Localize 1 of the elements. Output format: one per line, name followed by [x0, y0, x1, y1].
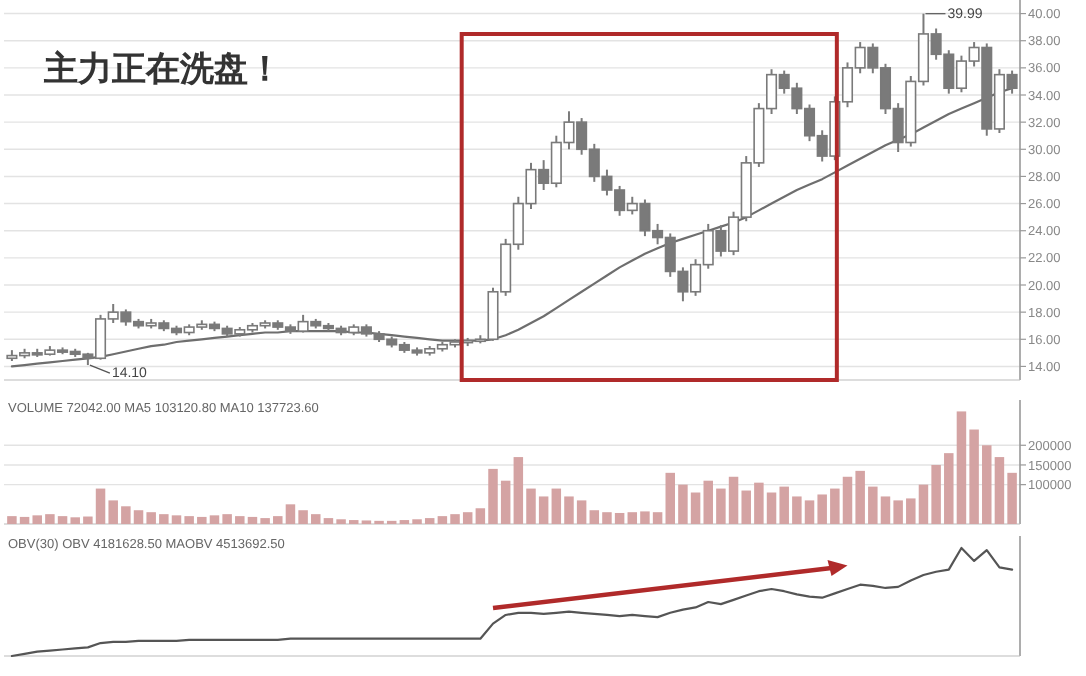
text: 主力正在洗盘！: [42, 50, 282, 90]
